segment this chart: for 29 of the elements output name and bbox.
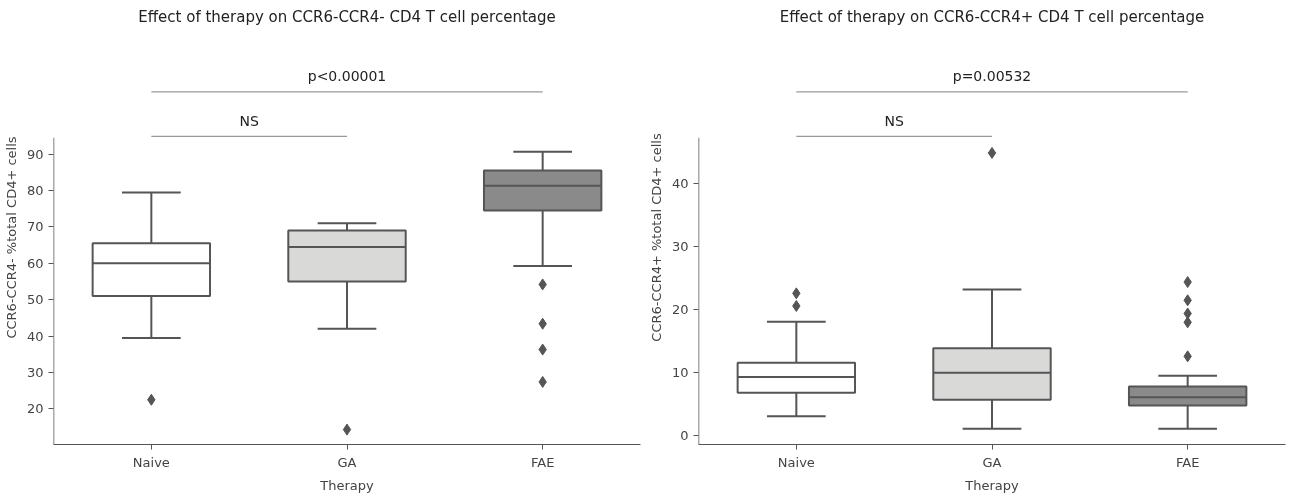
y-tick-label: 10 (671, 364, 689, 380)
y-tick-label: 30 (26, 364, 44, 380)
y-tick-label: 70 (26, 219, 44, 235)
x-tick-label: Naive (132, 454, 170, 470)
y-tick-label: 40 (26, 328, 44, 344)
y-tick-label: 20 (26, 401, 44, 417)
x-tick-label: GA (982, 454, 1002, 470)
chart-title: Effect of therapy on CCR6-CCR4+ CD4 T cell percentage (779, 7, 1205, 26)
y-tick-label: 80 (26, 183, 44, 199)
y-tick-label: 20 (671, 301, 689, 317)
x-tick-label: Naive (777, 454, 815, 470)
x-axis-title: Therapy (319, 477, 375, 493)
y-tick-label: 90 (26, 146, 44, 162)
y-tick-label: 0 (680, 427, 689, 443)
x-tick-label: FAE (1175, 454, 1200, 470)
text: p=0.00532 (952, 68, 1032, 85)
chart-title: Effect of therapy on CCR6-CCR4- CD4 T cell percentage (138, 7, 556, 26)
y-tick-label: 30 (671, 238, 689, 254)
x-axis-title: Therapy (964, 477, 1020, 493)
y-axis-title: CCR6-CCR4- %total CD4+ cells (3, 136, 19, 339)
y-tick-label: 60 (26, 255, 44, 271)
x-tick-label: FAE (530, 454, 555, 470)
x-tick-label: GA (337, 454, 357, 470)
text: NS (239, 112, 259, 129)
text: p<0.00001 (307, 68, 387, 85)
text: NS (884, 112, 904, 129)
y-axis-title: CCR6-CCR4+ %total CD4+ cells (648, 133, 664, 342)
y-tick-label: 40 (671, 175, 689, 191)
y-tick-label: 50 (26, 292, 44, 308)
